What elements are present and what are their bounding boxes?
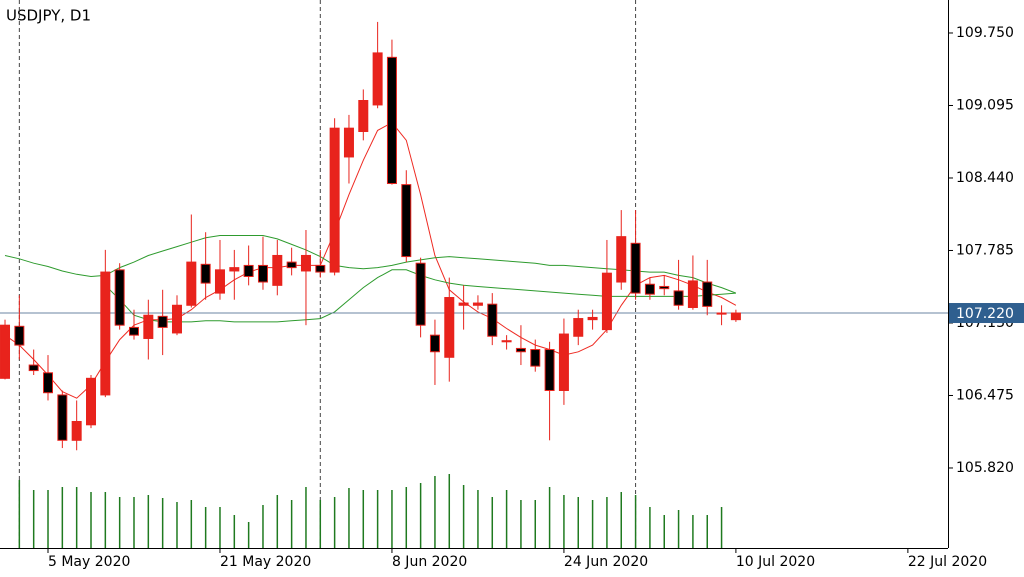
plot-area [0, 0, 948, 548]
candle-body [343, 127, 354, 158]
candle-body [687, 280, 698, 308]
candle-body [358, 100, 369, 132]
candle-body [214, 269, 225, 294]
candle-body [286, 261, 297, 269]
candle-body [530, 349, 541, 367]
x-tick-label: 22 Jul 2020 [908, 554, 987, 570]
candle-body [128, 326, 139, 336]
moving-average-line [4, 121, 737, 399]
candle-body [487, 303, 498, 337]
candle-body [186, 261, 197, 306]
candle-body [415, 262, 426, 326]
candle-body [730, 312, 741, 321]
y-tick-label: 109.750 [956, 25, 1014, 41]
candle-body [601, 272, 612, 331]
x-tick-label: 5 May 2020 [48, 554, 130, 570]
candle-body [444, 297, 455, 358]
candle-body [43, 372, 54, 394]
candle-body [114, 269, 125, 326]
candle-body [171, 304, 182, 334]
candle-body [386, 56, 397, 185]
candle-body [616, 236, 627, 283]
candle-body [573, 318, 584, 337]
x-tick-label: 21 May 2020 [220, 554, 311, 570]
candle-body [14, 325, 25, 346]
y-tick-label: 105.820 [956, 460, 1014, 476]
candle-body [229, 267, 240, 272]
candle-body [157, 315, 168, 328]
x-tick-label: 24 Jun 2020 [564, 554, 648, 570]
candle-body [587, 316, 598, 321]
candle-body [243, 264, 254, 277]
candle-body [716, 312, 727, 315]
candle-body [200, 263, 211, 284]
candle-body [57, 394, 68, 441]
candle-body [272, 254, 283, 286]
candle-body [86, 377, 97, 426]
candle-body [71, 420, 82, 441]
candle-body [644, 283, 655, 295]
chart-title: USDJPY, D1 [6, 7, 91, 25]
candle-body [630, 242, 641, 294]
x-tick-label: 8 Jun 2020 [392, 554, 467, 570]
moving-average-line [4, 235, 737, 294]
candle-body [544, 349, 555, 391]
candle-body [501, 340, 512, 343]
candle-body [702, 281, 713, 307]
current-price-label: 107.220 [956, 306, 1014, 322]
y-tick-label: 106.475 [956, 387, 1014, 403]
candle-body [429, 334, 440, 353]
candle-body [472, 302, 483, 306]
candle-body [257, 264, 268, 283]
y-tick-label: 109.095 [956, 97, 1014, 113]
candle-body [300, 254, 311, 272]
current-price-box [949, 303, 1024, 324]
x-tick-label: 10 Jul 2020 [736, 554, 815, 570]
candle-body [0, 324, 11, 379]
candle-body [372, 52, 383, 106]
candle-body [329, 127, 340, 273]
candle-body [315, 264, 326, 273]
candle-body [558, 333, 569, 391]
candle-body [458, 302, 469, 306]
y-tick-label: 108.440 [956, 170, 1014, 186]
candle-body [143, 314, 154, 339]
candle-body [515, 347, 526, 353]
candle-body [28, 364, 39, 372]
candle-body [673, 290, 684, 306]
candle-body [401, 184, 412, 258]
candle-body [100, 271, 111, 396]
y-tick-label: 107.785 [956, 242, 1014, 258]
candle-body [659, 285, 670, 290]
